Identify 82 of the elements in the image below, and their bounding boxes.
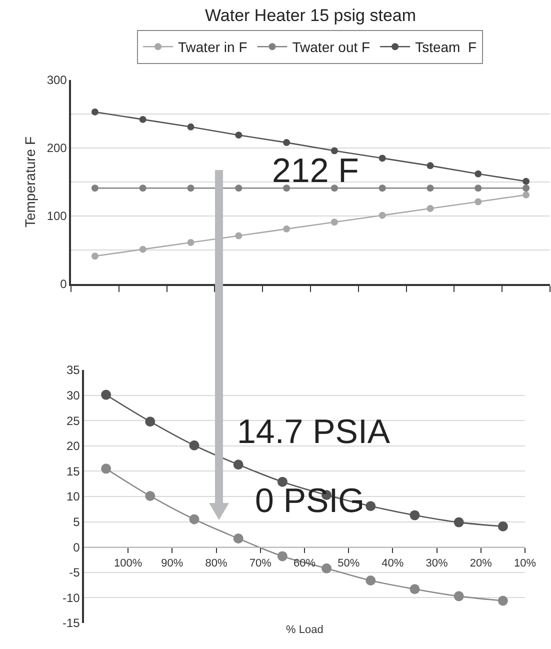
point (330, 184, 338, 192)
legend-label: Twater in F (178, 39, 248, 56)
point (277, 551, 288, 562)
point (277, 476, 288, 487)
point (283, 139, 290, 146)
x-tick-label: 10% (514, 557, 536, 570)
y-tick-label: 300 (46, 73, 68, 88)
x-tick-label: 70% (249, 557, 272, 570)
annotation: 0 PSIG (255, 482, 365, 520)
point (187, 239, 194, 246)
point (330, 147, 338, 154)
point (454, 591, 464, 602)
y-tick-label: -15 (62, 616, 80, 630)
point (139, 116, 146, 123)
point (322, 563, 332, 574)
point (474, 170, 482, 178)
annotation: 212 F (272, 152, 359, 190)
y-axis-title: Temperature F (22, 136, 38, 228)
y-tick-label: -5 (69, 566, 80, 580)
point (187, 123, 194, 130)
point (426, 162, 434, 170)
point (101, 464, 112, 474)
point (233, 460, 244, 470)
x-tick-label: 30% (426, 557, 448, 570)
point (522, 191, 530, 198)
y-tick-label: 0 (73, 540, 80, 554)
point (378, 154, 386, 162)
point (91, 252, 98, 260)
point (474, 184, 482, 192)
y-tick-label: 15 (66, 464, 80, 478)
y-tick-label: 10 (66, 490, 80, 504)
point (366, 576, 376, 586)
y-tick-label: 35 (66, 363, 80, 378)
x-tick-label: 80% (205, 557, 228, 570)
point (498, 521, 508, 532)
x-tick-label: 50% (338, 557, 360, 570)
x-tick-label: 20% (470, 557, 492, 570)
x-tick-label: 90% (161, 557, 184, 570)
point (454, 517, 464, 528)
point (522, 178, 530, 185)
chart-title: Water Heater 15 psig steam (205, 6, 416, 25)
point (522, 184, 530, 192)
point (187, 184, 194, 192)
point (378, 184, 386, 192)
point (101, 390, 112, 400)
point (189, 514, 200, 524)
point (378, 212, 386, 219)
point (474, 198, 482, 206)
point (233, 534, 244, 544)
point (426, 205, 434, 212)
point (235, 232, 242, 240)
annotation: 14.7 PSIA (237, 413, 390, 451)
y-tick-label: 0 (60, 277, 68, 292)
point (366, 501, 376, 512)
y-tick-label: 200 (46, 141, 68, 156)
y-tick-label: 100 (46, 209, 68, 224)
point (235, 132, 242, 139)
point (189, 440, 200, 450)
point (139, 246, 146, 253)
point (235, 184, 242, 192)
point (283, 225, 290, 232)
point (283, 184, 290, 192)
y-tick-label: 30 (66, 388, 80, 402)
point (91, 184, 98, 192)
point (139, 184, 146, 192)
y-tick-label: 20 (66, 439, 80, 454)
point (330, 218, 338, 226)
x-tick-label: 40% (382, 557, 404, 570)
point (145, 490, 156, 501)
legend-label: Twater out F (292, 39, 370, 56)
y-tick-label: 5 (73, 515, 80, 529)
point (426, 184, 434, 192)
point (498, 596, 508, 606)
y-tick-label: -10 (62, 590, 80, 605)
point (91, 108, 98, 116)
legend-label: Tsteam F (415, 39, 477, 56)
x-axis-title: % Load (286, 624, 324, 636)
point (145, 416, 156, 427)
x-tick-label: 100% (114, 557, 142, 570)
point (410, 510, 420, 520)
point (410, 584, 420, 594)
y-tick-label: 25 (66, 414, 80, 428)
